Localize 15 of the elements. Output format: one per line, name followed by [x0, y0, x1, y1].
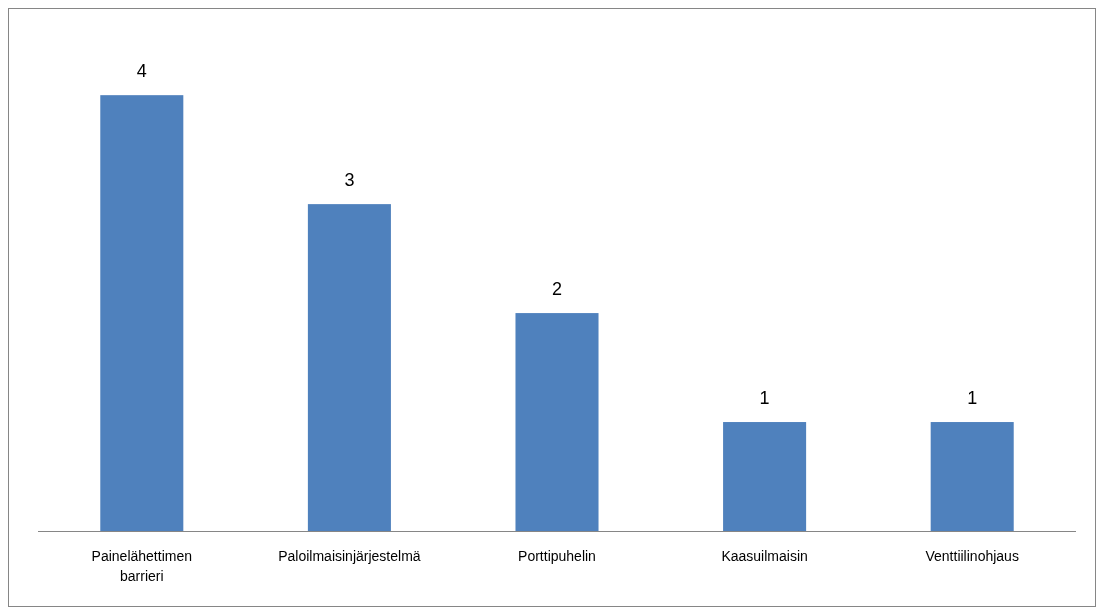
data-label: 4	[136, 61, 147, 82]
x-tick-label: Painelähettimen barrieri	[91, 548, 192, 584]
bar	[723, 422, 807, 531]
bar	[515, 313, 599, 531]
x-tick-label: Venttiilinohjaus	[925, 548, 1019, 564]
x-tick-label: Paloilmaisinjärjestelmä	[278, 548, 421, 564]
bar	[930, 422, 1014, 531]
data-label: 1	[967, 388, 978, 409]
bar	[307, 204, 391, 531]
data-label: 3	[344, 170, 355, 191]
data-label: 1	[759, 388, 770, 409]
data-label: 2	[551, 279, 563, 300]
bar	[100, 95, 184, 531]
x-tick-label: Kaasuilmaisin	[721, 548, 808, 564]
x-tick-label: Porttipuhelin	[518, 548, 596, 564]
